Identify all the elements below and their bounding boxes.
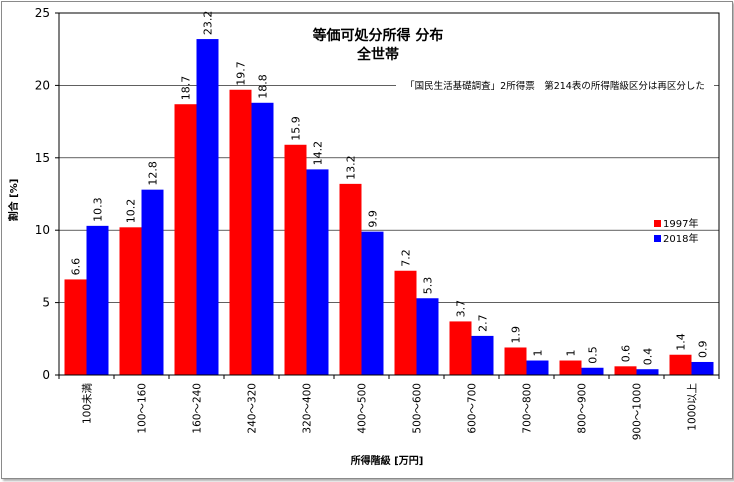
- bar-2018年-700～800: [526, 360, 549, 375]
- data-label: 2.7: [477, 314, 490, 332]
- data-label: 1.9: [510, 326, 523, 344]
- data-label: 0.9: [697, 340, 710, 358]
- x-axis-label: 所得階級 [万円]: [351, 454, 424, 467]
- bar-2018年-900～1000: [636, 369, 659, 375]
- y-tick-label: 0: [42, 368, 50, 382]
- bars: [64, 39, 714, 376]
- bar-2018年-800～900: [581, 367, 604, 375]
- data-label: 9.9: [367, 210, 380, 228]
- legend: 1997年 2018年: [654, 217, 698, 245]
- data-label: 1.4: [675, 333, 688, 351]
- data-label: 5.3: [422, 277, 435, 295]
- x-tick-label: 100未満: [82, 383, 94, 425]
- data-label: 10.3: [92, 197, 105, 222]
- y-tick-label: 10: [35, 223, 50, 237]
- data-label: 6.6: [70, 258, 83, 276]
- bar-1997年-320～400: [284, 144, 307, 375]
- data-label: 14.2: [312, 141, 325, 166]
- x-tick-label: 320～400: [302, 383, 314, 434]
- bar-1997年-800～900: [559, 360, 582, 375]
- x-tick-label: 1000以上: [687, 383, 699, 431]
- chart-subtitle: 全世帯: [356, 46, 399, 63]
- x-tick-label: 240～320: [247, 383, 259, 434]
- y-axis-ticks: 0 5 10 15 20 25: [35, 6, 59, 382]
- bar-1997年-1000以上: [669, 354, 692, 375]
- bar-2018年-240～320: [251, 102, 274, 375]
- bar-1997年-500～600: [394, 270, 417, 375]
- chart-annotation: 「国民生活基礎調査」2所得票 第214表の所得階級区分は再区分した: [405, 80, 705, 92]
- data-label: 0.6: [620, 345, 633, 363]
- x-tick-label: 600～700: [467, 383, 479, 434]
- y-tick-label: 15: [35, 151, 50, 165]
- data-label: 15.9: [290, 116, 303, 141]
- bar-2018年-100未満: [86, 225, 109, 375]
- data-label: 7.2: [400, 249, 413, 267]
- legend-label-2018: 2018年: [663, 232, 698, 245]
- bar-1997年-700～800: [504, 347, 527, 375]
- x-tick-label: 500～600: [412, 383, 424, 434]
- data-label: 19.7: [235, 61, 248, 86]
- data-label: 13.2: [345, 155, 358, 180]
- legend-label-1997: 1997年: [663, 217, 698, 230]
- bar-1997年-240～320: [229, 89, 252, 375]
- data-label: 23.2: [202, 11, 215, 36]
- bar-2018年-400～500: [361, 231, 384, 375]
- bar-2018年-500～600: [416, 298, 439, 375]
- data-label: 0.5: [587, 346, 600, 364]
- bar-1997年-400～500: [339, 183, 362, 375]
- chart-title: 等価可処分所得 分布: [313, 27, 444, 44]
- data-label: 18.7: [180, 76, 193, 101]
- plot-area: [58, 12, 720, 376]
- legend-swatch-2018: [654, 235, 661, 242]
- bar-1997年-100未満: [64, 279, 87, 375]
- bar-2018年-320～400: [306, 169, 329, 375]
- y-tick-label: 25: [35, 6, 50, 20]
- annotation-box: [396, 75, 714, 94]
- legend-swatch-1997: [654, 220, 661, 227]
- data-labels: 6.6 10.3 10.2 12.8 18.7 23.2 19.7 18.8 15.9 14.2 1…: [70, 11, 710, 366]
- x-axis-ticks: 100未満 100～160 160～240 240～320 320～400 400～500…: [58, 375, 720, 440]
- x-tick-label: 400～500: [357, 383, 369, 434]
- bar-1997年-600～700: [449, 321, 472, 375]
- bar-2018年-600～700: [471, 335, 494, 375]
- bar-2018年-100～160: [141, 189, 164, 375]
- bar-2018年-1000以上: [691, 361, 714, 375]
- data-label: 1: [532, 350, 545, 357]
- x-tick-label: 700～800: [522, 383, 534, 434]
- x-tick-label: 900～1000: [632, 383, 644, 440]
- data-label: 3.7: [455, 300, 468, 318]
- x-tick-label: 100～160: [137, 383, 149, 434]
- data-label: 0.4: [642, 348, 655, 366]
- y-axis-label: 割合 [%]: [7, 179, 20, 222]
- data-label: 1: [565, 350, 578, 357]
- bar-1997年-100～160: [119, 227, 142, 375]
- bar-2018年-160～240: [196, 39, 219, 376]
- bar-1997年-160～240: [174, 104, 197, 375]
- x-tick-label: 160～240: [192, 383, 204, 434]
- data-label: 18.8: [257, 74, 270, 99]
- data-label: 10.2: [125, 199, 138, 224]
- y-tick-label: 20: [35, 78, 50, 92]
- bar-1997年-900～1000: [614, 366, 637, 375]
- data-label: 12.8: [147, 161, 160, 186]
- y-tick-label: 5: [42, 296, 50, 310]
- x-tick-label: 800～900: [577, 383, 589, 434]
